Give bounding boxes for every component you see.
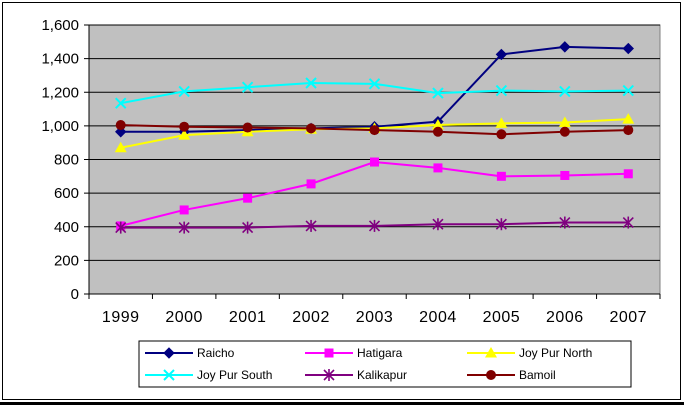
data-point-kalikapur: [432, 218, 444, 231]
data-point-joy-pur-north: [495, 117, 508, 128]
legend-label: Kalikapur: [357, 368, 407, 382]
legend-entry-joy-pur-north: Joy Pur North: [467, 346, 592, 360]
data-point-joy-pur-north: [558, 116, 571, 128]
series-joy-pur-south: [115, 77, 634, 109]
data-point-raicho: [115, 126, 127, 138]
data-point-raicho: [495, 48, 508, 61]
data-point-bamoil: [369, 125, 380, 136]
data-point-raicho: [559, 41, 571, 53]
data-point-raicho: [622, 42, 634, 55]
data-point-bamoil: [432, 126, 443, 137]
x-tick-label: 2004: [419, 309, 457, 326]
marker-stroke: [178, 85, 190, 98]
data-point-hatigara: [560, 170, 570, 180]
data-point-joy-pur-north: [431, 119, 444, 130]
x-tick-label: 2003: [356, 309, 394, 326]
legend-entry-kalikapur: Kalikapur: [305, 368, 407, 382]
legend-marker: [163, 369, 175, 381]
y-tick-label: 1,400: [41, 51, 79, 68]
legend: [138, 340, 632, 388]
data-point-joy-pur-south: [368, 78, 381, 90]
legend-label: Joy Pur North: [519, 346, 592, 360]
legend-entry-raicho: Raicho: [145, 346, 235, 360]
data-point-kalikapur: [368, 219, 381, 232]
y-tick-label: 0: [71, 286, 79, 303]
marker-stroke: [432, 87, 444, 99]
data-point-kalikapur: [178, 221, 190, 234]
marker-stroke: [241, 81, 254, 93]
data-point-hatigara: [306, 179, 316, 189]
bottom-rule: [0, 402, 684, 405]
data-point-bamoil: [115, 120, 126, 131]
x-tick-label: 2005: [483, 309, 521, 326]
y-tick-label: 600: [54, 185, 79, 202]
data-point-joy-pur-south: [178, 85, 190, 98]
data-point-hatigara: [623, 169, 633, 179]
marker-stroke: [368, 78, 381, 90]
legend-entry-bamoil: Bamoil: [467, 368, 556, 382]
data-point-bamoil: [306, 123, 317, 134]
data-point-bamoil: [179, 121, 190, 132]
legend-marker: [485, 347, 497, 358]
data-point-hatigara: [370, 157, 379, 167]
y-tick-label: 1,200: [41, 84, 79, 101]
data-point-hatigara: [179, 205, 189, 215]
x-tick-label: 2000: [165, 309, 203, 326]
data-point-hatigara: [496, 171, 506, 181]
data-point-kalikapur: [495, 218, 507, 231]
data-point-joy-pur-south: [432, 87, 444, 99]
legend-marker: [323, 369, 335, 381]
data-point-kalikapur: [559, 216, 571, 229]
data-point-kalikapur: [305, 219, 317, 232]
data-point-joy-pur-north: [622, 113, 635, 124]
data-point-joy-pur-south: [495, 84, 508, 97]
data-point-joy-pur-south: [115, 97, 127, 109]
marker-stroke: [559, 85, 571, 98]
legend-label: Hatigara: [357, 346, 403, 360]
x-tick-label: 2002: [292, 309, 330, 326]
marker-stroke: [495, 84, 508, 97]
data-point-joy-pur-south: [622, 84, 634, 97]
data-point-hatigara: [433, 163, 443, 173]
series-hatigara: [116, 157, 633, 231]
data-point-hatigara: [243, 193, 253, 203]
data-point-bamoil: [623, 125, 634, 136]
legend-marker: [163, 347, 175, 359]
data-point-joy-pur-north: [178, 129, 191, 140]
data-point-bamoil: [242, 122, 253, 133]
data-point-joy-pur-south: [241, 81, 254, 93]
legend-marker: [324, 348, 334, 358]
data-point-bamoil: [559, 126, 570, 137]
data-point-kalikapur: [115, 221, 127, 234]
marker-stroke: [115, 97, 127, 109]
x-tick-label: 1999: [102, 309, 140, 326]
data-point-bamoil: [496, 129, 507, 140]
legend-label: Raicho: [197, 346, 235, 360]
y-tick-label: 1,600: [41, 17, 79, 34]
x-tick-label: 2001: [229, 309, 267, 326]
y-tick-label: 800: [54, 152, 79, 169]
data-point-joy-pur-south: [305, 77, 317, 89]
legend-entry-hatigara: Hatigara: [305, 346, 403, 360]
y-tick-label: 1,000: [41, 118, 79, 135]
x-tick-label: 2006: [546, 309, 584, 326]
y-tick-label: 200: [54, 252, 79, 269]
x-tick-label: 2007: [609, 309, 647, 326]
marker-stroke: [305, 77, 317, 89]
legend-marker: [486, 370, 496, 380]
data-point-kalikapur: [622, 216, 634, 229]
marker-stroke: [622, 84, 634, 97]
legend-label: Joy Pur South: [197, 368, 272, 382]
y-tick-label: 400: [54, 219, 79, 236]
data-point-kalikapur: [242, 221, 254, 234]
marker-stroke: [163, 369, 175, 381]
series-bamoil: [115, 120, 634, 140]
legend-entry-joy-pur-south: Joy Pur South: [145, 368, 272, 382]
legend-label: Bamoil: [519, 368, 556, 382]
data-point-joy-pur-north: [114, 141, 127, 153]
series-kalikapur: [115, 216, 634, 234]
data-point-joy-pur-south: [559, 85, 571, 98]
